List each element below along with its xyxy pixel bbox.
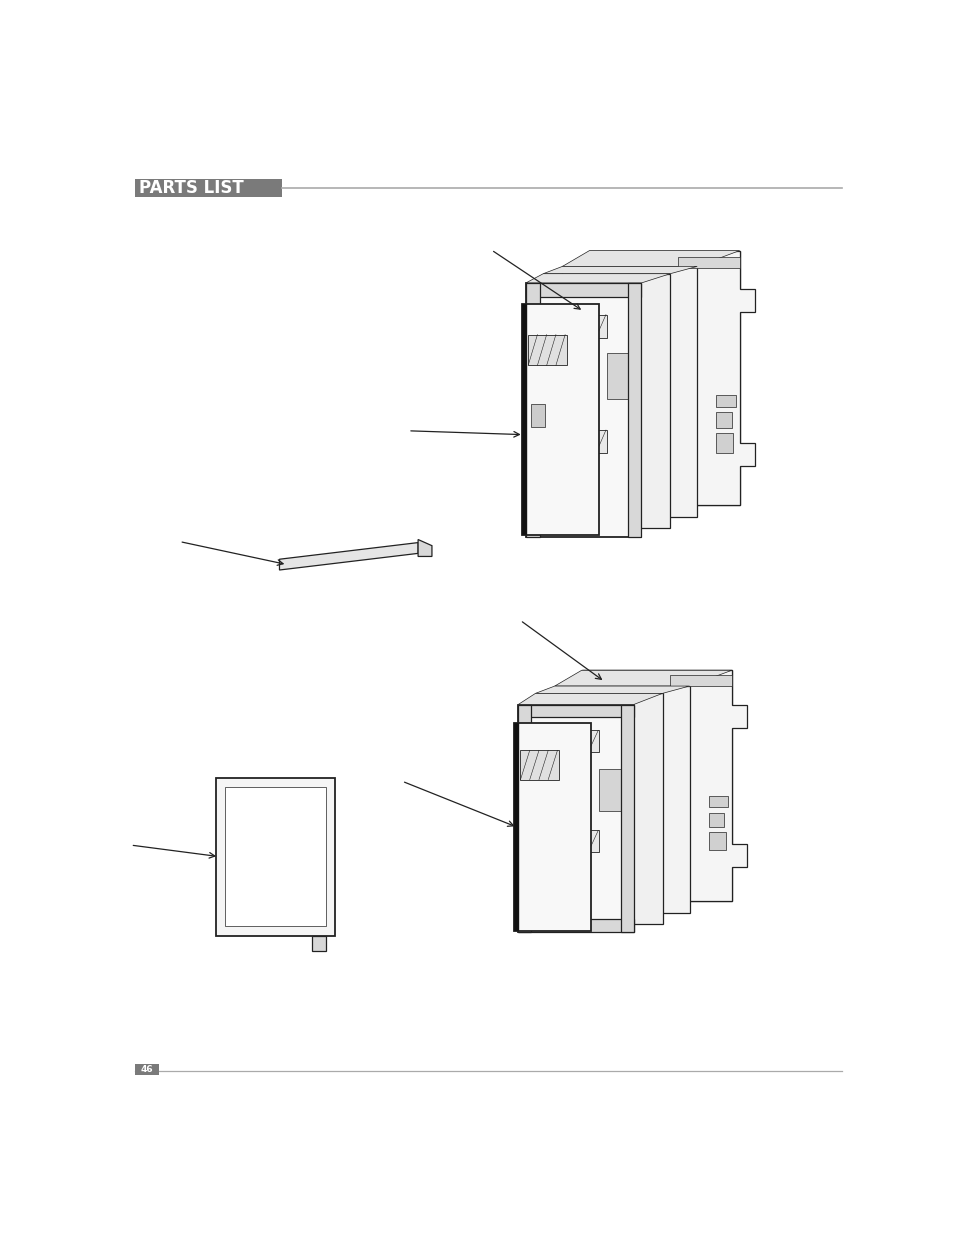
Polygon shape — [521, 304, 598, 535]
Polygon shape — [627, 283, 640, 537]
Polygon shape — [521, 304, 526, 535]
Polygon shape — [525, 274, 670, 283]
Polygon shape — [225, 787, 326, 926]
Polygon shape — [620, 704, 633, 931]
Polygon shape — [589, 251, 754, 505]
Polygon shape — [589, 251, 739, 505]
Text: 46: 46 — [141, 1065, 153, 1073]
Polygon shape — [312, 936, 326, 951]
Polygon shape — [517, 704, 530, 931]
Bar — [568, 730, 598, 752]
Bar — [670, 674, 731, 685]
Polygon shape — [555, 687, 689, 913]
Bar — [606, 353, 629, 399]
Polygon shape — [542, 267, 697, 274]
Polygon shape — [562, 267, 697, 516]
Text: PARTS LIST: PARTS LIST — [138, 179, 243, 198]
Polygon shape — [525, 283, 539, 537]
Polygon shape — [517, 919, 633, 931]
Bar — [520, 751, 558, 779]
Polygon shape — [517, 704, 633, 931]
Polygon shape — [562, 251, 739, 267]
Polygon shape — [514, 724, 591, 931]
Bar — [135, 179, 281, 198]
Polygon shape — [517, 704, 633, 716]
Bar — [716, 412, 731, 427]
Bar — [568, 830, 598, 852]
Bar — [708, 813, 723, 826]
Bar — [716, 433, 733, 453]
Polygon shape — [417, 540, 432, 557]
Bar — [576, 430, 606, 453]
Polygon shape — [525, 283, 640, 296]
Polygon shape — [581, 671, 746, 902]
Bar — [531, 404, 544, 427]
Bar — [576, 315, 606, 337]
Polygon shape — [581, 671, 731, 902]
Polygon shape — [525, 283, 640, 537]
Polygon shape — [215, 778, 335, 936]
Polygon shape — [535, 693, 662, 924]
Polygon shape — [514, 724, 518, 931]
Bar — [708, 832, 725, 851]
Bar — [708, 795, 727, 806]
Bar — [528, 335, 566, 366]
Polygon shape — [517, 693, 662, 704]
Bar — [716, 395, 735, 406]
Polygon shape — [279, 542, 417, 571]
Polygon shape — [535, 687, 689, 693]
Bar — [598, 769, 620, 811]
Bar — [135, 1063, 158, 1074]
Bar — [678, 257, 739, 268]
Polygon shape — [555, 671, 731, 687]
Polygon shape — [542, 274, 670, 527]
